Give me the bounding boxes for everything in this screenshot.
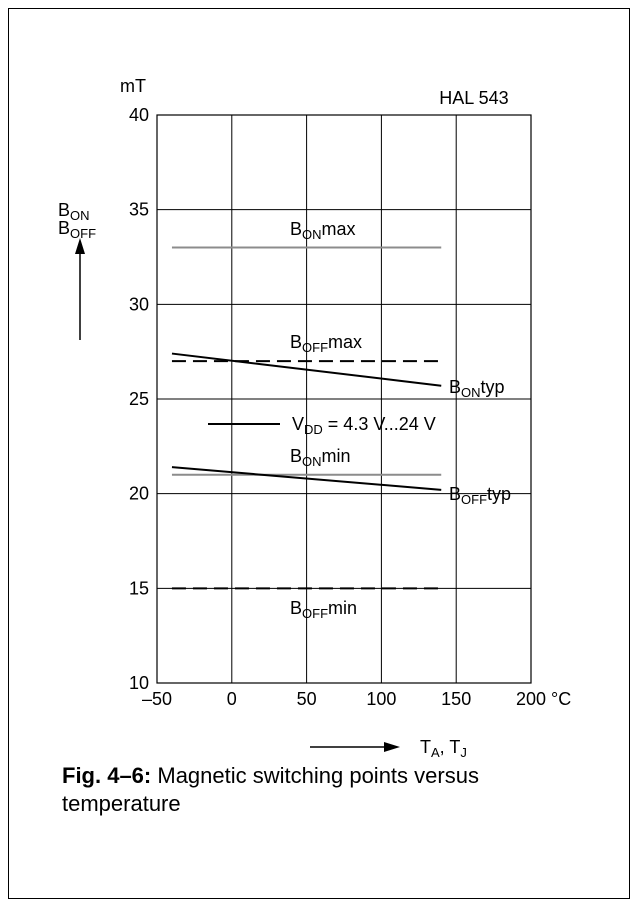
annotation-b-on-min: BONmin: [290, 446, 351, 469]
svg-text:VDD = 4.3 V...24 V: VDD = 4.3 V...24 V: [292, 414, 436, 437]
x-tick-label: 0: [227, 689, 237, 709]
y-unit-label: mT: [120, 76, 146, 96]
y-tick-label: 15: [129, 578, 149, 598]
y-axis-label: BON BOFF: [58, 200, 96, 340]
caption-text: Magnetic switching points versus tempera…: [62, 763, 479, 816]
x-tick-label: –50: [142, 689, 172, 709]
x-axis-arrow-head: [384, 742, 400, 752]
tick-labels: –50 0 50 100 150 200 °C 10 15 20 25 30 35 40: [129, 105, 571, 709]
annotation-b-off-typ: BOFFtyp: [449, 484, 511, 507]
svg-text:TA, TJ: TA, TJ: [420, 737, 467, 760]
caption-figure-number: Fig. 4–6:: [62, 763, 152, 788]
y-tick-label: 20: [129, 484, 149, 504]
x-axis-label: TA, TJ: [310, 737, 467, 760]
annotation-b-off-min: BOFFmin: [290, 598, 357, 621]
x-tick-label: 100: [366, 689, 396, 709]
chart-title: HAL 543: [439, 88, 508, 108]
x-tick-label: 200: [516, 689, 546, 709]
series-line-b-on-typ: [171, 352, 442, 387]
annotation-b-on-typ: BONtyp: [449, 377, 505, 400]
x-unit-label: °C: [551, 689, 571, 709]
y-tick-label: 30: [129, 294, 149, 314]
y-axis-arrow-head: [75, 238, 85, 254]
annotation-b-on-max: BONmax: [290, 219, 356, 242]
condition-legend: VDD = 4.3 V...24 V: [208, 414, 436, 437]
x-tick-label: 150: [441, 689, 471, 709]
figure-frame: [8, 8, 630, 899]
x-tick-label: 50: [297, 689, 317, 709]
y-tick-label: 35: [129, 200, 149, 220]
y-tick-label: 25: [129, 389, 149, 409]
annotation-b-off-max: BOFFmax: [290, 332, 362, 355]
y-tick-label: 10: [129, 673, 149, 693]
y-tick-label: 40: [129, 105, 149, 125]
series-line-b-off-typ: [171, 466, 442, 491]
series-lines: [171, 246, 442, 590]
figure-caption: Fig. 4–6: Magnetic switching points vers…: [62, 762, 582, 818]
